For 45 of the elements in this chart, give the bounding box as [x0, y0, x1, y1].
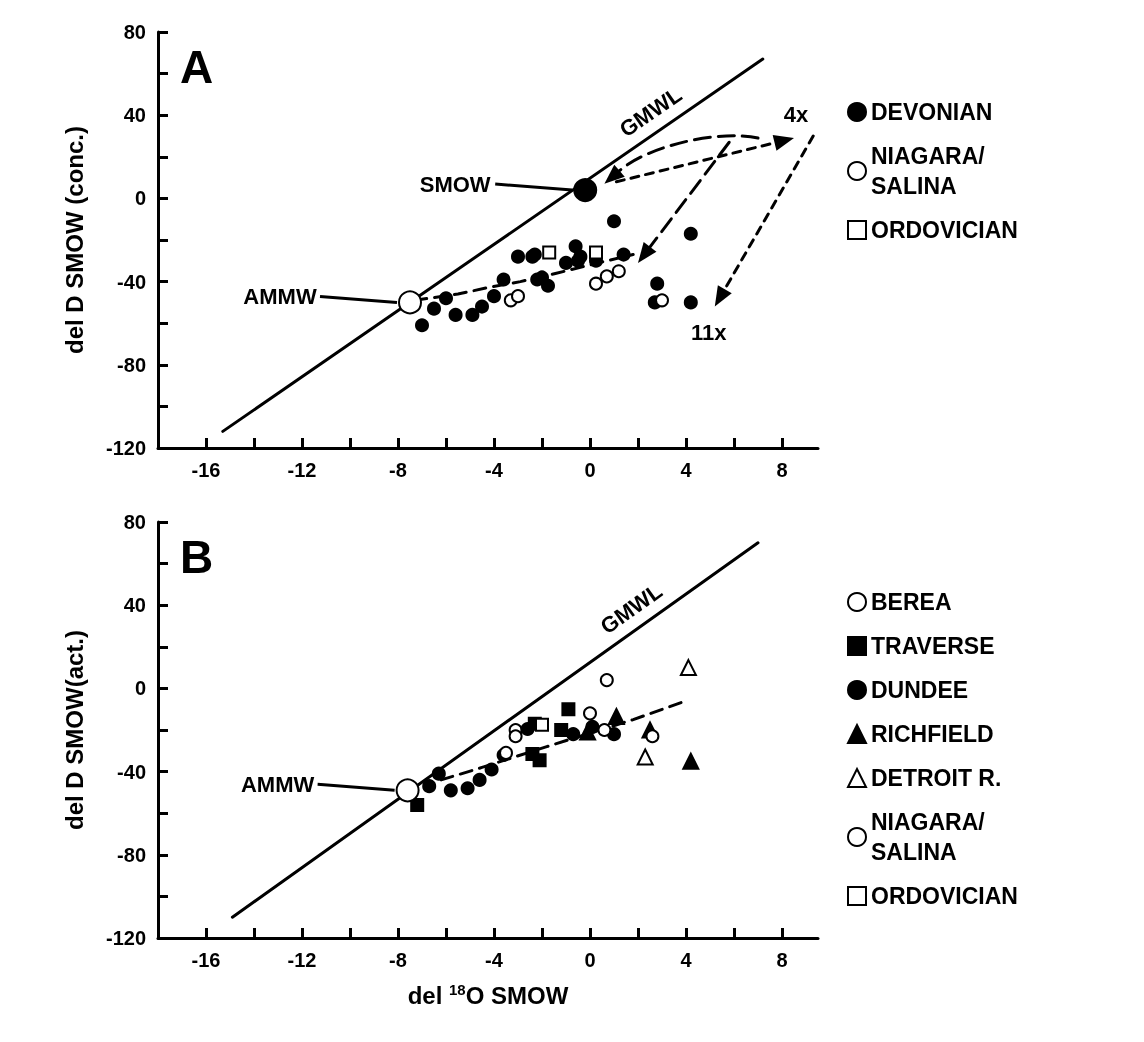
annotation: SMOW	[419, 171, 491, 197]
x-tick-label: 0	[584, 949, 596, 971]
annotation: A	[180, 41, 214, 93]
annotation: 4x	[783, 101, 809, 127]
annotation: AMMW	[240, 771, 315, 797]
x-tick-label: -16	[191, 459, 221, 481]
annotation: AMMW	[243, 283, 317, 309]
annotation: B	[180, 531, 214, 583]
x-tick-label: 4	[680, 949, 693, 971]
y-axis-title: del D SMOW (conc.)	[60, 126, 88, 354]
y-tick-label: -40	[117, 270, 146, 293]
legend-label: ORDOVICIAN	[871, 217, 1018, 243]
legend-label: DUNDEE	[871, 677, 969, 703]
x-tick-label: 0	[584, 459, 596, 481]
x-tick-label: -12	[287, 459, 317, 481]
x-tick-label: 8	[776, 949, 788, 971]
x-tick-label: 8	[776, 459, 788, 481]
x-tick-label: 4	[680, 459, 693, 481]
legend-label: RICHFIELD	[871, 721, 994, 747]
legend-label: NIAGARA/SALINA	[871, 809, 986, 865]
legend-label: ORDOVICIAN	[871, 883, 1018, 909]
y-tick-label: 40	[123, 104, 146, 127]
y-tick-label: 0	[134, 187, 146, 210]
y-tick-label: -120	[105, 927, 146, 949]
y-tick-label: 0	[134, 677, 146, 700]
legend-label: TRAVERSE	[871, 633, 995, 659]
y-tick-label: -80	[117, 843, 146, 866]
y-tick-label: -40	[117, 760, 146, 783]
y-tick-label: 40	[123, 594, 146, 617]
y-tick-label: -80	[117, 353, 146, 376]
x-tick-label: -4	[485, 949, 504, 971]
y-tick-label: -120	[105, 437, 146, 459]
y-axis-title: del D SMOW(act.)	[60, 629, 88, 831]
legend-label: BEREA	[871, 589, 952, 615]
legend-label: DETROIT R.	[871, 765, 1002, 791]
x-tick-label: -8	[389, 949, 407, 971]
legend-label: NIAGARA/SALINA	[871, 143, 986, 199]
y-tick-label: 80	[123, 21, 146, 43]
x-tick-label: -8	[389, 459, 407, 481]
x-tick-label: -4	[485, 459, 504, 481]
x-tick-label: -16	[191, 949, 221, 971]
x-tick-label: -12	[287, 949, 317, 971]
y-tick-label: 80	[123, 511, 146, 533]
annotation: 11x	[691, 320, 728, 346]
legend-label: DEVONIAN	[871, 99, 993, 125]
